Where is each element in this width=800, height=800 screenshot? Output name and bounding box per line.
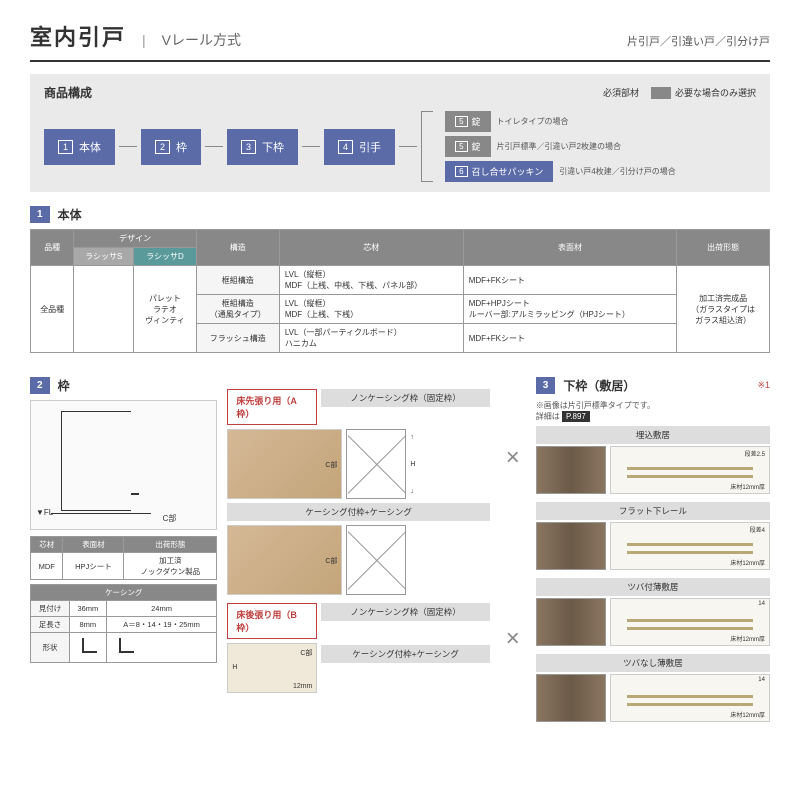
legend-required-label: 必須部材 — [603, 88, 639, 98]
frame-diagram: ▼FL C部 — [30, 400, 217, 530]
rail-diagram: 14 床材12mm厚 — [610, 674, 770, 722]
frame-b-label: 床後張り用（B枠） — [227, 603, 317, 639]
branch-1: 5錠 — [445, 111, 490, 132]
page-subtitle: Vレール方式 — [162, 30, 241, 50]
header-right: 片引戸／引違い戸／引分け戸 — [627, 33, 770, 49]
section-3-header: 3 下枠（敷居） ※1 — [536, 377, 770, 394]
legend-optional-label: 必要な場合のみ選択 — [675, 88, 756, 98]
section-1-header: 1 本体 — [30, 206, 770, 223]
rail-photo — [536, 674, 606, 722]
flow-step-4: 4引手 — [324, 129, 395, 165]
rail-item: ツバなし薄敷居 14 床材12mm厚 — [536, 654, 770, 722]
flow-step-1: 1本体 — [44, 129, 115, 165]
branch-3: 6召し合せパッキン — [445, 161, 553, 182]
page-header: 室内引戸 | Vレール方式 片引戸／引違い戸／引分け戸 — [30, 20, 770, 62]
multiply-icon: × — [506, 625, 520, 653]
rail-item: ツバ付薄敷居 14 床材12mm厚 — [536, 578, 770, 646]
flow-branches: 5錠トイレタイプの場合 5錠片引戸標準／引違い戸2枚建の場合 6召し合せパッキン… — [445, 111, 676, 182]
cross-section-1 — [346, 429, 406, 499]
multiply-icon: × — [506, 444, 520, 472]
cross-section-2 — [346, 525, 406, 595]
rail-diagram: 14 床材12mm厚 — [610, 598, 770, 646]
frame-b-section: 床後張り用（B枠） C部 H 12mm ノンケーシング枠（固定枠） ケーシング付… — [227, 603, 489, 693]
frame-a-section: 床先張り用（A枠） ノンケーシング枠（固定枠） ↑H↓ ケーシング付枠+ケーシン… — [227, 389, 489, 595]
branch-2: 5錠 — [445, 136, 490, 157]
frame-a-image-2 — [227, 525, 342, 595]
flow-step-3: 3下枠 — [227, 129, 298, 165]
legend: 必須部材 必要な場合のみ選択 — [579, 86, 756, 100]
rail-diagram: 段差2.5 床材12mm厚 — [610, 446, 770, 494]
section-3-note: ※画像は片引戸標準タイプです。 詳細は P.897 — [536, 400, 770, 422]
casing-table: ケーシング 見付け36mm24mm 足長さ8mmA＝8・14・19・25mm 形… — [30, 584, 217, 663]
page-title: 室内引戸 — [30, 20, 126, 52]
flow-step-2: 2枠 — [141, 129, 201, 165]
rail-item: フラット下レール 段差4 床材12mm厚 — [536, 502, 770, 570]
rail-item: 埋込敷居 段差2.5 床材12mm厚 — [536, 426, 770, 494]
section-1-table: 品種 デザイン 構造 芯材 表面材 出荷形態 ラシッサS ラシッサD 全品種 パ… — [30, 229, 770, 353]
composition-panel: 商品構成 必須部材 必要な場合のみ選択 1本体 2枠 3下枠 4引手 5錠トイレ… — [30, 74, 770, 192]
rail-photo — [536, 598, 606, 646]
legend-required-box — [579, 87, 599, 99]
rail-photo — [536, 446, 606, 494]
section-2-header: 2 枠 — [30, 377, 217, 394]
frame-a-label: 床先張り用（A枠） — [227, 389, 317, 425]
flow-diagram: 1本体 2枠 3下枠 4引手 5錠トイレタイプの場合 5錠片引戸標準／引違い戸2… — [44, 111, 756, 182]
rail-photo — [536, 522, 606, 570]
rail-diagram: 段差4 床材12mm厚 — [610, 522, 770, 570]
frame-a-image-1 — [227, 429, 342, 499]
legend-optional-box — [651, 87, 671, 99]
frame-material-table: 芯材表面材出荷形態 MDFHPJシート加工済 ノックダウン製品 — [30, 536, 217, 580]
composition-title: 商品構成 — [44, 84, 92, 101]
title-divider: | — [142, 32, 146, 48]
